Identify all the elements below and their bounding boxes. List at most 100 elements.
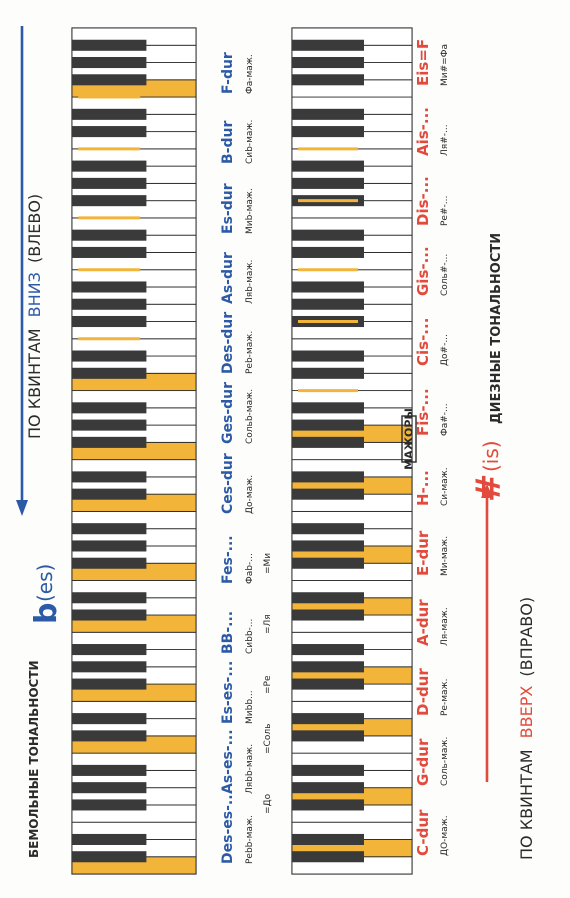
sharp-key-de: Cis-... (414, 318, 432, 366)
sharp-key-de: Dis-... (414, 176, 432, 226)
black-key (292, 713, 364, 725)
sharp-key-ru: Ре#-... (440, 196, 450, 226)
black-key (72, 177, 147, 189)
flat-key-de: Ces-dur (220, 453, 236, 514)
black-key (72, 298, 147, 310)
black-key (292, 350, 364, 362)
flat-key-ru: Миbb... (245, 690, 255, 724)
arrow-right-red-head (481, 484, 493, 498)
black-key (72, 246, 147, 258)
sharp-key-ru: Фа#-... (440, 403, 450, 436)
sharp-key-ru: До#-... (440, 334, 450, 366)
piano-keyboard-flats (71, 27, 197, 875)
black-key (72, 782, 147, 794)
black-key (72, 833, 147, 845)
flat-key-de: Ges-dur (220, 382, 236, 444)
sharp-key-de: H-... (414, 470, 432, 506)
black-key (292, 471, 364, 483)
sharp-key-labels: ДО-маж. C-dur Соль-маж. G-dur Ре-маж. D-dur Ля… (414, 39, 450, 856)
black-key (72, 644, 147, 656)
flat-key-ru: Реbb-маж. (245, 815, 255, 864)
black-key (292, 74, 364, 86)
sharp-key-ru: Ля-маж. (440, 607, 450, 646)
flat-key-de: As-es-... (220, 729, 236, 794)
flat-key-ru: Фа-маж. (245, 54, 255, 94)
flat-key-de: Des-dur (220, 312, 236, 374)
sharp-key-de: A-dur (414, 599, 432, 646)
sharp-key-ru: Си-маж. (440, 467, 450, 506)
black-key (72, 609, 147, 621)
flat-key-ru: До-маж. (245, 475, 255, 514)
black-key (292, 851, 364, 863)
sharp-key-de: Ais-... (414, 107, 432, 156)
black-key (292, 609, 364, 621)
black-key (72, 730, 147, 742)
sharp-key-ru: Ля#-... (440, 124, 450, 156)
page-title: МАЖОРЫ (403, 408, 416, 470)
black-key (292, 281, 364, 293)
sharp-key-ru: Соль#-... (440, 254, 450, 296)
black-key (292, 644, 364, 656)
flat-key-ru: Сиbb-... (245, 619, 255, 654)
black-key (292, 488, 364, 500)
piano-keyboard-sharps (291, 27, 413, 875)
sharp-heading: ДИЕЗНЫЕ ТОНАЛЬНОСТИ (489, 233, 504, 424)
sharp-key-de: E-dur (414, 530, 432, 576)
black-key (72, 799, 147, 811)
black-key (72, 160, 147, 172)
black-key (72, 39, 147, 51)
flat-key-ru: Сольb-маж. (245, 389, 255, 444)
black-key (292, 436, 364, 448)
black-key (292, 367, 364, 379)
arrow-left-blue-head (16, 500, 28, 516)
enharmonic-note: =Ми (263, 553, 273, 574)
flat-heading: БЕМОЛЬНЫЕ ТОНАЛЬНОСТИ (27, 660, 41, 858)
sharp-key-de: Fis-... (414, 388, 432, 436)
black-key (292, 108, 364, 120)
flat-key-de: BB-... (220, 611, 236, 654)
black-key (292, 57, 364, 69)
black-key (72, 764, 147, 776)
black-key (72, 851, 147, 863)
sharp-key-de: D-dur (414, 668, 432, 716)
black-key (72, 402, 147, 414)
flat-key-de: Des-es-... (220, 789, 236, 864)
black-key (292, 661, 364, 673)
enharmonic-note: =До (263, 793, 273, 814)
black-key (292, 782, 364, 794)
bottom-heading: ПО КВИНТАМ ВНИЗ (ВЛЕВО) (25, 194, 44, 439)
enharmonic-note: =Соль (263, 724, 273, 754)
black-key (292, 523, 364, 535)
black-key (292, 246, 364, 258)
black-key (72, 419, 147, 431)
black-key (72, 195, 147, 207)
flat-key-ru: Ляb-маж. (245, 260, 255, 304)
black-key (72, 108, 147, 120)
black-key (292, 833, 364, 845)
flat-key-ru: Реb-маж. (245, 331, 255, 374)
black-key (72, 592, 147, 604)
black-key (72, 281, 147, 293)
enharmonic-labels: =До =Соль =Ре =Ля =Ми (263, 553, 273, 814)
sharp-key-de: G-dur (414, 738, 432, 786)
black-key (292, 177, 364, 189)
black-key (292, 298, 364, 310)
flat-key-de: As-dur (220, 252, 236, 304)
black-key (292, 126, 364, 138)
sharp-key-de: Gis-... (414, 246, 432, 296)
flat-symbol: b (29, 603, 64, 624)
black-key (72, 57, 147, 69)
flat-es-label: (es) (33, 564, 57, 602)
black-key (72, 436, 147, 448)
black-key (72, 713, 147, 725)
black-key (72, 350, 147, 362)
black-key (72, 661, 147, 673)
flat-key-de: Es-es-... (220, 661, 236, 724)
flat-key-labels: Реbb-маж. Des-es-... Ляbb-маж. As-es-... Миb… (220, 52, 255, 864)
black-key (72, 488, 147, 500)
flat-key-de: Fes-... (220, 535, 236, 584)
sharp-key-ru: Ми-маж. (440, 536, 450, 576)
sharp-key-ru: ДО-маж. (440, 815, 450, 856)
